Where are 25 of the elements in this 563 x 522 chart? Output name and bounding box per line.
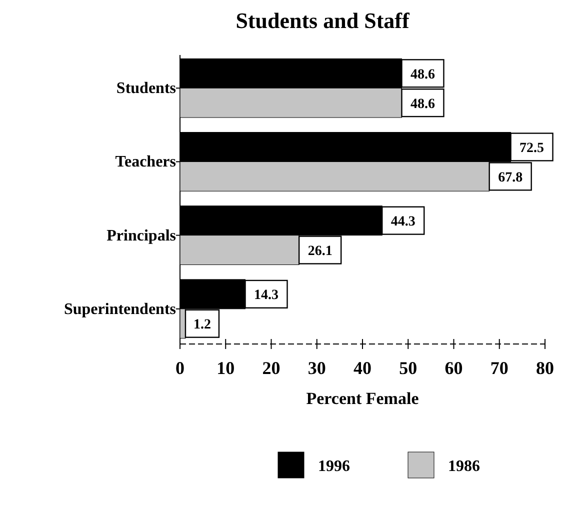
legend-label: 1996 <box>318 458 350 475</box>
x-tick-label: 50 <box>399 358 418 378</box>
x-tick-label: 80 <box>536 358 554 378</box>
chart-title: Students and Staff <box>236 8 410 33</box>
y-tick-label: Students <box>116 80 176 98</box>
x-tick-label: 70 <box>490 358 508 378</box>
x-tick-label: 30 <box>308 358 326 378</box>
x-tick-label: 10 <box>216 358 235 378</box>
data-label: 44.3 <box>390 214 416 230</box>
data-label: 26.1 <box>308 244 332 260</box>
y-tick-label: Superintendents <box>64 300 176 318</box>
data-label: 72.5 <box>520 140 544 156</box>
x-axis-title: Percent Female <box>306 389 420 408</box>
data-label: 48.6 <box>410 67 435 82</box>
x-tick-label: 20 <box>262 358 280 378</box>
data-label: 67.8 <box>498 170 523 186</box>
y-tick-label: Principals <box>106 227 176 244</box>
x-tick-label: 0 <box>176 358 184 378</box>
x-tick-label: 60 <box>444 358 463 378</box>
legend-label: 1986 <box>448 458 480 475</box>
y-tick-label: Teachers <box>115 154 176 171</box>
data-label: 1.2 <box>193 318 211 333</box>
x-tick-label: 40 <box>354 358 372 378</box>
data-label: 14.3 <box>254 288 278 304</box>
data-label: 48.6 <box>410 96 435 112</box>
